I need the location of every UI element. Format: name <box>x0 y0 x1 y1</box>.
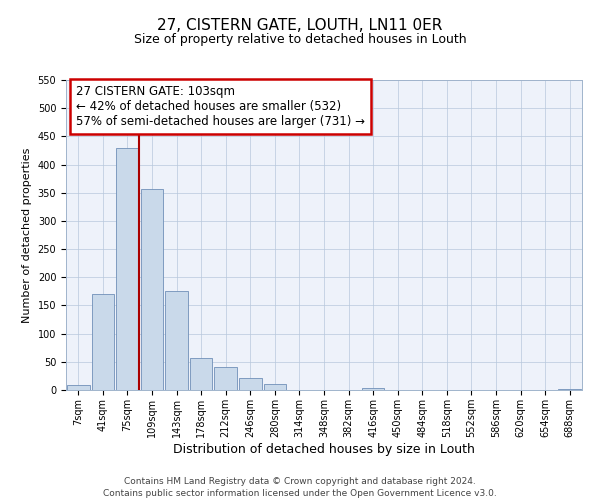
Bar <box>92 294 114 390</box>
Bar <box>190 358 212 390</box>
Bar <box>263 384 286 390</box>
Bar <box>67 386 89 390</box>
Bar <box>559 389 581 390</box>
Text: Size of property relative to detached houses in Louth: Size of property relative to detached ho… <box>134 32 466 46</box>
Text: 27 CISTERN GATE: 103sqm
← 42% of detached houses are smaller (532)
57% of semi-d: 27 CISTERN GATE: 103sqm ← 42% of detache… <box>76 84 365 128</box>
Bar <box>362 388 385 390</box>
Text: Contains public sector information licensed under the Open Government Licence v3: Contains public sector information licen… <box>103 489 497 498</box>
Bar <box>214 368 237 390</box>
X-axis label: Distribution of detached houses by size in Louth: Distribution of detached houses by size … <box>173 442 475 456</box>
Bar <box>239 378 262 390</box>
Text: 27, CISTERN GATE, LOUTH, LN11 0ER: 27, CISTERN GATE, LOUTH, LN11 0ER <box>157 18 443 32</box>
Bar <box>116 148 139 390</box>
Text: Contains HM Land Registry data © Crown copyright and database right 2024.: Contains HM Land Registry data © Crown c… <box>124 478 476 486</box>
Bar <box>165 292 188 390</box>
Y-axis label: Number of detached properties: Number of detached properties <box>22 148 32 322</box>
Bar <box>140 189 163 390</box>
